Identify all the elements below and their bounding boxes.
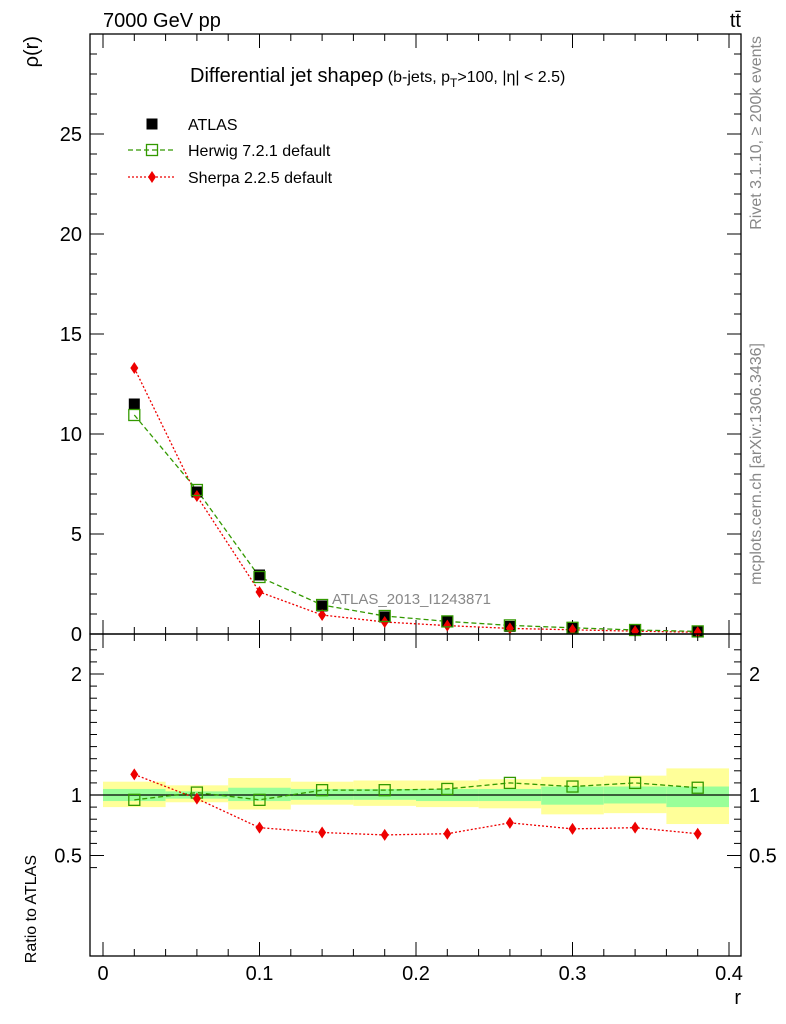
main-ticks: 0 5 10 15 20 25	[60, 34, 741, 646]
chart-title-suffix-1: (b-jets, p	[383, 69, 450, 86]
ratio-point	[568, 822, 577, 835]
header-right: tt̄	[730, 10, 742, 32]
main-y-tick-label: 25	[60, 124, 82, 146]
main-y-tick-label: 15	[60, 324, 82, 346]
legend-marker	[145, 143, 159, 157]
ratio-point	[318, 826, 327, 839]
main-point	[503, 619, 517, 632]
main-point	[253, 570, 266, 584]
x-tick-label: 0.1	[246, 963, 274, 985]
ratio-point	[631, 821, 640, 834]
ratio-point	[192, 792, 201, 805]
ratio-y-tick-label-right: 2	[749, 664, 760, 686]
x-tick-label: 0.4	[715, 963, 743, 985]
ratio-bands	[90, 768, 741, 825]
legend-label: Herwig 7.2.1 default	[188, 143, 331, 160]
ratio-series	[128, 768, 704, 841]
ratio-y-tick-label-right: 1	[749, 785, 760, 807]
chart-title-sub: T	[450, 76, 458, 90]
header-left: 7000 GeV pp	[103, 10, 221, 32]
main-point	[318, 609, 327, 621]
main-series-line	[133, 414, 698, 633]
ratio-band-stat	[666, 786, 729, 808]
chart-title-main: Differential jet shape	[190, 65, 372, 87]
legend: ATLAS Herwig 7.2.1 default Sherpa 2.2.5 de…	[128, 117, 333, 187]
side-label-bottom: mcplots.cern.ch [arXiv:1306.3436]	[748, 343, 765, 585]
main-point	[378, 609, 391, 623]
x-tick-label: 0.3	[559, 963, 587, 985]
ratio-y-tick-label: 1	[71, 785, 82, 807]
x-tick-label: 0	[97, 963, 108, 985]
x-tick-label: 0.2	[402, 963, 430, 985]
ratio-point	[693, 827, 702, 840]
chart-title-suffix-2: >100, |η| < 2.5)	[457, 69, 565, 86]
ratio-point	[505, 816, 514, 829]
ratio-point	[130, 768, 139, 781]
main-panel: 0 5 10 15 20 25 Differential jet shapeρ (b-je…	[21, 33, 742, 646]
ratio-series-line	[134, 782, 698, 801]
main-point	[441, 615, 454, 628]
main-point	[128, 408, 141, 422]
main-point	[316, 600, 328, 612]
ratio-point	[378, 784, 391, 797]
main-y-tick-label: 10	[60, 424, 82, 446]
ratio-panel: 0.5 0.5 1 1 2 2 0 0.1 0.2 0.3 0.4 Ratio to ATLAS r	[23, 633, 777, 1009]
ratio-point	[628, 776, 642, 790]
ratio-point	[380, 828, 389, 841]
ratio-point	[503, 776, 517, 790]
ratio-point	[441, 782, 454, 796]
main-y-label: ρ(r)	[21, 36, 43, 67]
chart-title: Differential jet shapeρ (b-jets, pT>100,…	[190, 65, 565, 90]
legend-label: Sherpa 2.2.5 default	[188, 170, 333, 187]
main-point	[693, 626, 702, 639]
main-point	[255, 586, 264, 598]
watermark: ATLAS_2013_I1243871	[332, 591, 491, 608]
main-y-tick-label: 0	[71, 624, 82, 646]
ratio-point	[255, 821, 264, 834]
main-point	[128, 398, 140, 410]
ratio-y-tick-label: 0.5	[54, 846, 82, 868]
main-point	[315, 598, 329, 612]
main-point	[130, 362, 139, 374]
ratio-y-tick-label-right: 0.5	[749, 846, 777, 868]
ratio-series-line	[134, 773, 698, 836]
ratio-point	[691, 781, 704, 794]
ratio-point	[128, 793, 141, 806]
main-point	[443, 619, 452, 632]
ratio-point	[566, 780, 579, 793]
ratio-point	[443, 827, 452, 840]
ratio-y-label: Ratio to ATLAS	[23, 855, 40, 963]
side-label-top: Rivet 3.1.10, ≥ 200k events	[748, 36, 765, 230]
main-y-tick-label: 20	[60, 224, 82, 246]
main-point	[190, 483, 204, 497]
main-point	[254, 569, 265, 581]
ratio-point	[253, 793, 266, 806]
legend-marker	[146, 118, 158, 130]
chart-title-symbol: ρ	[372, 65, 383, 87]
main-point	[566, 621, 579, 634]
ratio-y-tick-label: 2	[71, 664, 82, 686]
main-series	[128, 362, 704, 639]
ratio-frame	[89, 633, 742, 957]
main-y-tick-label: 5	[71, 524, 82, 546]
legend-marker	[148, 171, 156, 183]
x-axis-label: r	[734, 987, 741, 1009]
ratio-ticks: 0.5 0.5 1 1 2 2 0 0.1 0.2 0.3 0.4	[54, 634, 777, 985]
legend-label: ATLAS	[188, 117, 238, 134]
ratio-point	[315, 784, 329, 797]
